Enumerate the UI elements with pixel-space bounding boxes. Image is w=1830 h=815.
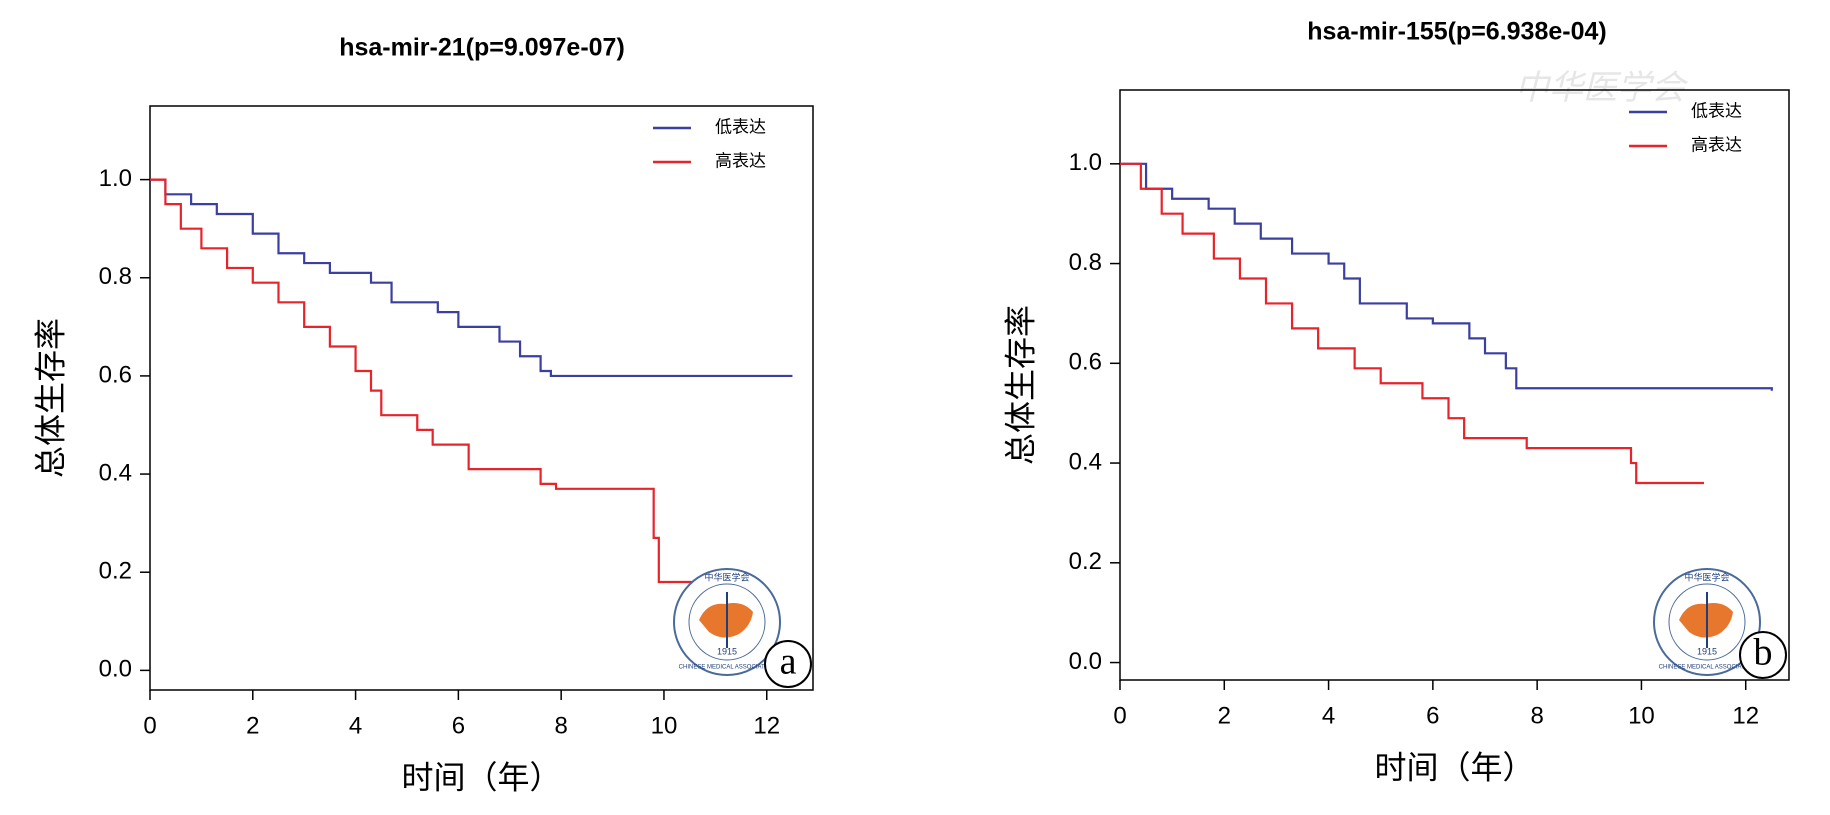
chart-panel: hsa-mir-155(p=6.938e-04) 0 2 4 6 8 10 12 0.0 0.2 0…	[1002, 18, 1790, 787]
y-tick-label: 0.8	[99, 263, 132, 290]
y-axis-label: 总体生存率	[1002, 305, 1040, 465]
panel-label-ring	[764, 640, 812, 688]
x-tick-label: 2	[246, 712, 259, 739]
x-tick-label: 10	[1628, 702, 1655, 729]
x-tick-label: 2	[1218, 702, 1231, 729]
plot-frame	[1119, 89, 1790, 681]
panel-label: b	[1754, 632, 1773, 674]
y-tick-label: 1.0	[99, 165, 132, 192]
panel-label: a	[780, 641, 797, 683]
x-tick-label: 12	[753, 712, 780, 739]
x-tick-label: 6	[1426, 702, 1439, 729]
chart-title: hsa-mir-155(p=6.938e-04)	[1307, 18, 1606, 46]
chart-title: hsa-mir-21(p=9.097e-07)	[339, 34, 625, 62]
panel-label-ring	[1739, 631, 1787, 679]
legend-label: 低表达	[1691, 102, 1742, 122]
x-tick-label: 4	[1322, 702, 1335, 729]
y-axis-label: 总体生存率	[32, 318, 70, 478]
survival-curve	[150, 178, 716, 584]
x-tick-label: 12	[1732, 702, 1759, 729]
legend-label: 低表达	[715, 118, 766, 138]
logo-year: 1915	[717, 646, 737, 656]
legend-label: 高表达	[715, 152, 766, 172]
x-tick-label: 10	[651, 712, 678, 739]
y-tick-label: 0.0	[99, 656, 132, 683]
chart-panel: hsa-mir-21(p=9.097e-07) 0 2 4 6 8 10 12 0.0 0.2 0.…	[32, 34, 814, 797]
x-tick-label: 4	[349, 712, 362, 739]
x-tick-label: 0	[1113, 702, 1126, 729]
logo-english: CHINESE MEDICAL ASSOCIATION	[679, 665, 776, 671]
plot-frame	[149, 105, 814, 691]
logo-name: 中华医学会	[704, 571, 749, 582]
survival-curve	[150, 178, 793, 378]
logo-inner	[688, 583, 766, 661]
logo-inner	[1668, 583, 1746, 661]
y-tick-label: 1.0	[1069, 149, 1102, 176]
y-tick-label: 0.6	[1069, 349, 1102, 376]
y-tick-label: 0.2	[99, 558, 132, 585]
y-tick-label: 0.4	[1069, 448, 1102, 475]
logo-year: 1915	[1697, 646, 1717, 656]
y-tick-label: 0.2	[1069, 548, 1102, 575]
x-axis-label: 时间（年）	[401, 759, 561, 797]
logo-english: CHINESE MEDICAL ASSOCIATION	[1659, 665, 1756, 671]
logo-name: 中华医学会	[1684, 571, 1729, 582]
y-tick-label: 0.6	[99, 361, 132, 388]
x-axis-label: 时间（年）	[1374, 749, 1534, 787]
y-tick-label: 0.8	[1069, 249, 1102, 276]
survival-curve	[1120, 162, 1705, 485]
x-tick-label: 8	[554, 712, 567, 739]
x-tick-label: 8	[1530, 702, 1543, 729]
y-tick-label: 0.0	[1069, 648, 1102, 675]
x-tick-label: 6	[452, 712, 465, 739]
watermark: 中华医学会	[1515, 68, 1689, 108]
y-tick-label: 0.4	[99, 459, 132, 486]
survival-curve	[1120, 162, 1773, 391]
x-tick-label: 0	[143, 712, 156, 739]
legend-label: 高表达	[1691, 136, 1742, 156]
